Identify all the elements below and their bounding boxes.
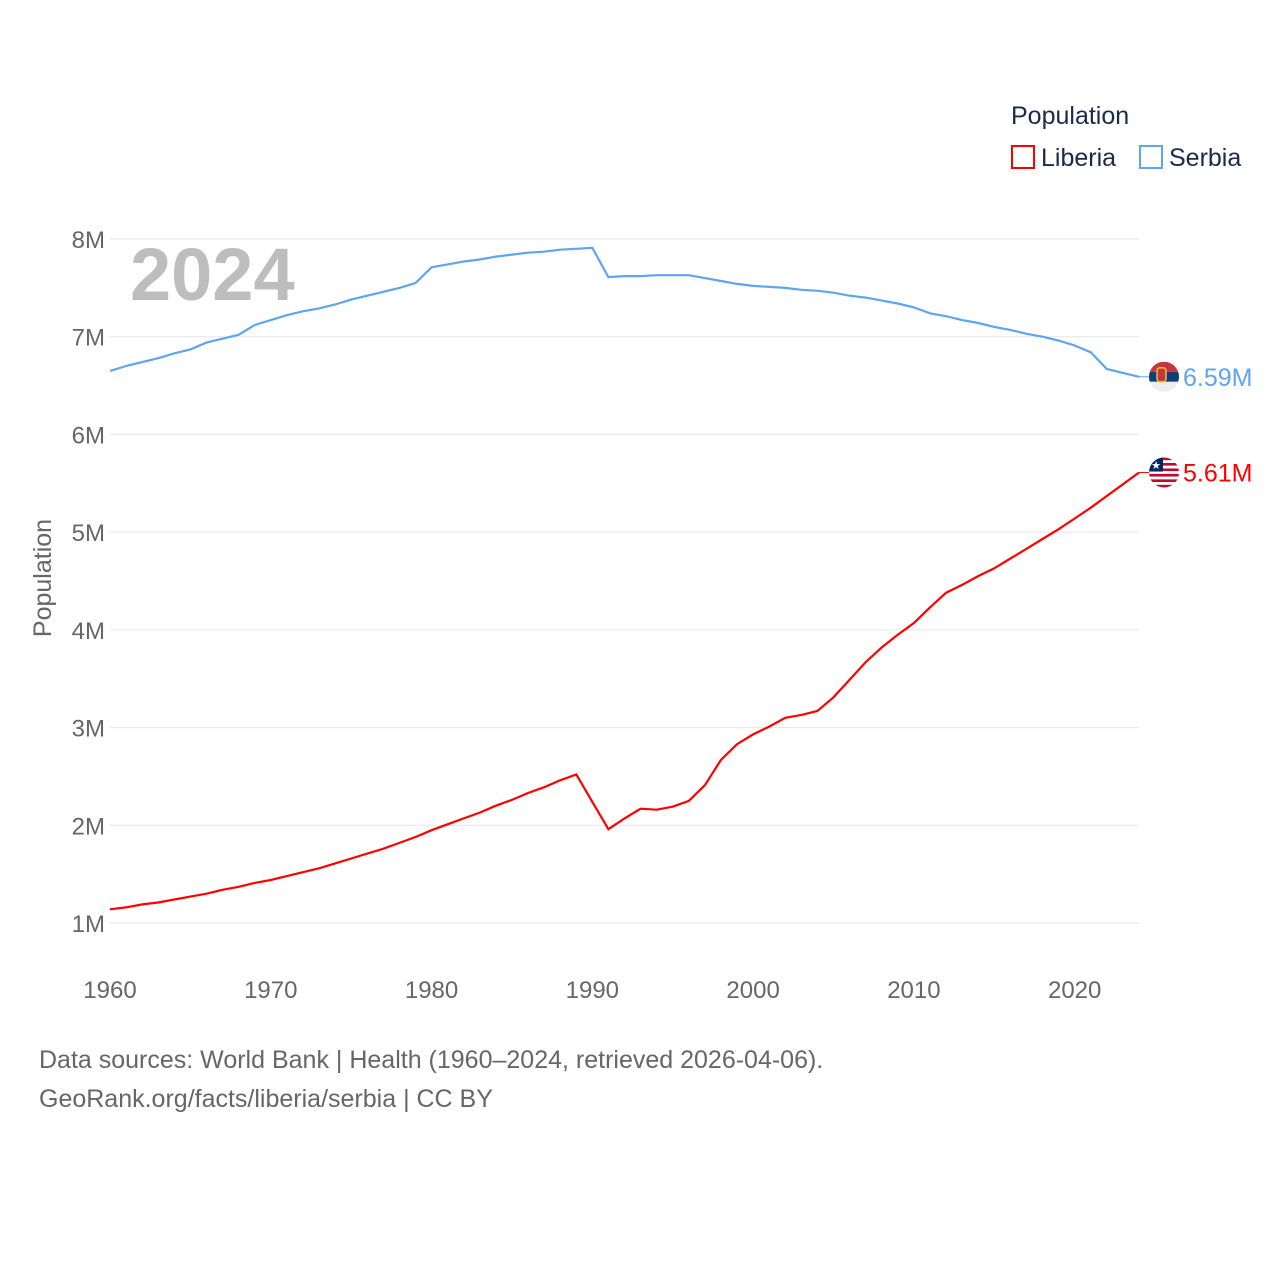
y-tick-label: 1M <box>72 911 105 938</box>
series-end-labels: ★ 5.61M 6.59M <box>1139 361 1252 488</box>
end-value-label-liberia: 5.61M <box>1183 460 1252 488</box>
serbia-flag-icon <box>1149 361 1179 392</box>
y-tick-label: 8M <box>72 227 105 254</box>
x-tick-label: 2010 <box>887 977 940 1004</box>
y-tick-label: 4M <box>72 618 105 645</box>
series-lines <box>109 246 1140 911</box>
legend-label-serbia: Serbia <box>1169 144 1241 172</box>
y-axis-ticks: 1M 2M 3M 4M 5M 6M 7M 8M <box>72 227 105 938</box>
liberia-flag-icon: ★ <box>1149 457 1179 488</box>
series-line-liberia <box>109 471 1140 911</box>
y-tick-label: 3M <box>72 716 105 743</box>
x-tick-label: 2020 <box>1048 977 1101 1004</box>
y-tick-label: 7M <box>72 325 105 352</box>
legend-swatch-serbia <box>1139 145 1163 169</box>
x-tick-label: 1980 <box>405 977 458 1004</box>
x-tick-label: 1960 <box>83 977 136 1004</box>
legend-label-liberia: Liberia <box>1041 144 1116 172</box>
svg-text:★: ★ <box>1151 460 1161 472</box>
gridlines <box>110 238 1139 924</box>
x-tick-label: 1970 <box>244 977 297 1004</box>
legend-title: Population <box>1011 102 1129 130</box>
legend-item-liberia[interactable]: Liberia <box>1011 144 1116 172</box>
y-tick-label: 2M <box>72 813 105 840</box>
data-sources-note: Data sources: World Bank | Health (1960–… <box>39 1046 824 1074</box>
y-tick-label: 5M <box>72 520 105 547</box>
year-watermark: 2024 <box>130 233 295 316</box>
legend: Population Liberia Serbia <box>1011 102 1241 172</box>
y-axis-label: Population <box>29 519 57 637</box>
y-tick-label: 6M <box>72 422 105 449</box>
series-line-serbia <box>109 246 1140 378</box>
x-tick-label: 1990 <box>566 977 619 1004</box>
legend-item-serbia[interactable]: Serbia <box>1139 144 1241 172</box>
attribution-link[interactable]: GeoRank.org/facts/liberia/serbia | CC BY <box>39 1085 493 1113</box>
legend-swatch-liberia <box>1011 145 1035 169</box>
end-value-label-serbia: 6.59M <box>1183 364 1252 392</box>
x-tick-label: 2000 <box>726 977 779 1004</box>
x-axis-ticks: 1960 1970 1980 1990 2000 2010 2020 <box>83 977 1101 1004</box>
